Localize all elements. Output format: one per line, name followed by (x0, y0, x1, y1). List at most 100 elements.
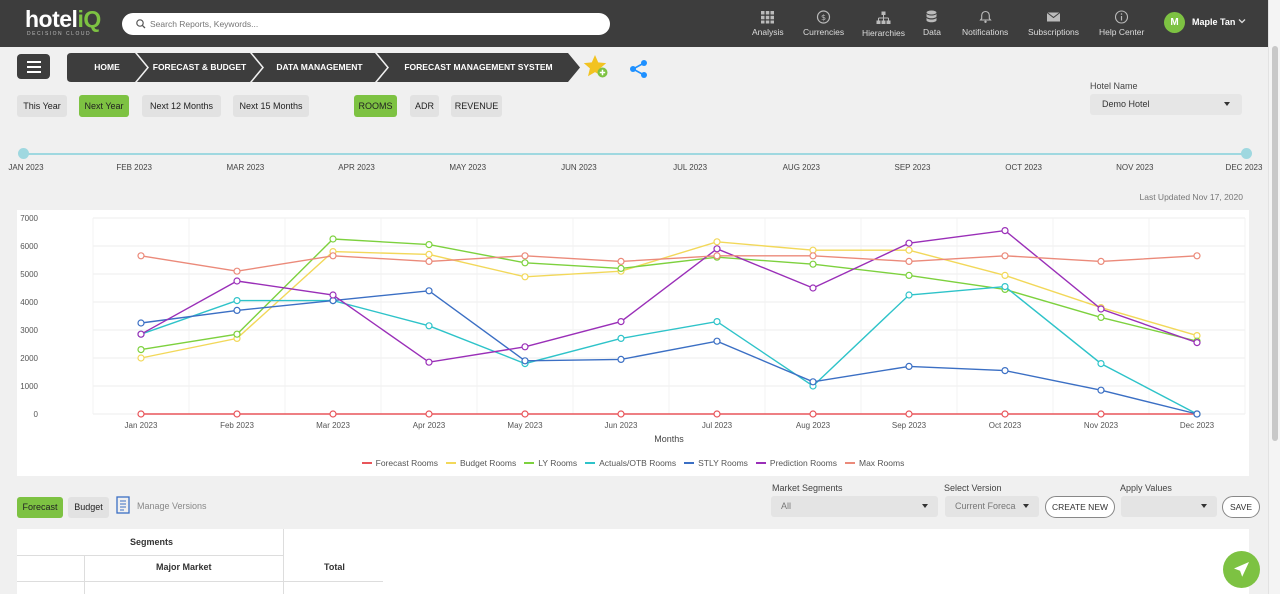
legend-item[interactable]: Max Rooms (845, 456, 904, 470)
timeline-month-label[interactable]: APR 2023 (338, 163, 375, 172)
legend-item[interactable]: Actuals/OTB Rooms (585, 456, 676, 470)
month-range-slider[interactable]: JAN 2023 FEB 2023 MAR 2023 APR 2023 MAY 2023… (0, 140, 1268, 180)
user-name[interactable]: Maple Tan (1192, 17, 1236, 27)
period-next-15-months-button[interactable]: Next 15 Months (233, 95, 309, 117)
nav-notifications[interactable]: Notifications (962, 10, 1008, 40)
timeline-month-label[interactable]: JUN 2023 (561, 163, 597, 172)
data-point (137, 410, 145, 418)
y-tick-label: 1000 (20, 382, 38, 391)
nav-help-center[interactable]: Help Center (1099, 10, 1144, 40)
hoteliq-logo[interactable]: hoteliQ (25, 6, 101, 32)
timeline-month-label[interactable]: AUG 2023 (782, 163, 820, 172)
data-point (233, 306, 241, 315)
data-point (905, 410, 913, 418)
total-header: Total (324, 562, 345, 572)
data-point (137, 252, 145, 260)
data-point (1001, 252, 1009, 260)
data-point (521, 410, 529, 418)
x-tick-label: Jan 2023 (125, 421, 158, 430)
chevron-down-icon[interactable] (1237, 16, 1247, 26)
legend-label: Budget Rooms (460, 458, 517, 468)
period-next-year-button[interactable]: Next Year (79, 95, 129, 117)
y-tick-label: 5000 (20, 270, 38, 279)
breadcrumb-forecast-management-system[interactable]: FORECAST MANAGEMENT SYSTEM (377, 53, 580, 82)
data-point (233, 330, 241, 338)
feedback-fab-button[interactable] (1223, 551, 1260, 588)
data-point (329, 291, 337, 299)
timeline-month-label[interactable]: DEC 2023 (1225, 163, 1263, 172)
breadcrumb-home[interactable]: HOME (67, 53, 147, 82)
metric-revenue-button[interactable]: REVENUE (451, 95, 502, 117)
legend-label: LY Rooms (538, 458, 578, 468)
nav-data[interactable]: Data (923, 10, 941, 40)
apply-values-select[interactable] (1121, 496, 1217, 517)
data-point (1001, 410, 1009, 418)
timeline-month-label[interactable]: FEB 2023 (116, 163, 152, 172)
scrollbar-thumb[interactable] (1272, 46, 1278, 441)
slider-end-handle[interactable] (1241, 148, 1252, 159)
budget-tab-button[interactable]: Budget (68, 497, 109, 518)
data-point (713, 252, 721, 260)
series-line (140, 241, 1198, 359)
timeline-month-label[interactable]: MAR 2023 (226, 163, 265, 172)
select-version-label: Select Version (944, 483, 1002, 493)
create-new-button[interactable]: CREATE NEW (1045, 496, 1115, 518)
slider-start-handle[interactable] (18, 148, 29, 159)
save-button[interactable]: SAVE (1222, 496, 1260, 518)
breadcrumb-data-management[interactable]: DATA MANAGEMENT (252, 53, 387, 82)
timeline-month-label[interactable]: NOV 2023 (1116, 163, 1154, 172)
metric-rooms-button[interactable]: ROOMS (354, 95, 397, 117)
dropdown-caret-icon (922, 504, 928, 508)
segments-header: Segments (130, 537, 174, 547)
rooms-line-chart: 0 1000 2000 3000 4000 5000 6000 7000 Jan 2023 Feb… (17, 210, 1249, 476)
logo-tagline: DECISION CLOUD (27, 31, 92, 37)
data-point (713, 337, 721, 345)
market-segments-select[interactable]: All (771, 496, 938, 517)
breadcrumb-shape (377, 53, 580, 82)
share-icon[interactable] (628, 58, 650, 80)
timeline-month-label[interactable]: SEP 2023 (894, 163, 931, 172)
period-next-12-months-button[interactable]: Next 12 Months (142, 95, 221, 117)
legend-item[interactable]: Forecast Rooms (361, 456, 438, 470)
x-tick-label: Oct 2023 (989, 421, 1022, 430)
hotel-name-select[interactable]: Demo Hotel (1090, 94, 1242, 115)
nav-subscriptions[interactable]: Subscriptions (1028, 10, 1079, 40)
data-point (233, 410, 241, 418)
hamburger-menu-button[interactable] (17, 54, 50, 79)
page-scrollbar[interactable] (1268, 0, 1280, 594)
data-point (329, 252, 337, 260)
legend-item[interactable]: LY Rooms (524, 456, 577, 470)
data-point (1001, 367, 1009, 375)
legend-item[interactable]: Budget Rooms (446, 456, 516, 470)
manage-versions-icon[interactable] (115, 496, 131, 515)
nav-currencies[interactable]: $ Currencies (803, 10, 844, 40)
data-point (1193, 252, 1201, 260)
data-point (1193, 410, 1201, 418)
data-point (329, 235, 337, 243)
timeline-month-label[interactable]: JUL 2023 (673, 163, 708, 172)
data-point (521, 357, 529, 365)
data-point (425, 322, 433, 330)
user-avatar[interactable]: M (1164, 12, 1185, 33)
forecast-tab-button[interactable]: Forecast (17, 497, 63, 518)
nav-hierarchies[interactable]: Hierarchies (862, 11, 905, 41)
dropdown-caret-icon (1224, 102, 1230, 106)
metric-adr-button[interactable]: ADR (410, 95, 439, 117)
manage-versions-link[interactable]: Manage Versions (137, 501, 207, 511)
legend-item[interactable]: Prediction Rooms (755, 456, 837, 470)
grid-divider (17, 555, 283, 556)
favorite-add-star-icon[interactable] (582, 53, 612, 83)
period-this-year-button[interactable]: This Year (17, 95, 67, 117)
timeline-month-label[interactable]: JAN 2023 (8, 163, 44, 172)
legend-item[interactable]: STLY Rooms (684, 456, 748, 470)
bell-icon (979, 10, 992, 23)
timeline-month-label[interactable]: MAY 2023 (449, 163, 487, 172)
nav-analysis[interactable]: Analysis (752, 10, 784, 40)
timeline-month-label[interactable]: OCT 2023 (1005, 163, 1043, 172)
breadcrumb-forecast-budget[interactable]: FORECAST & BUDGET (137, 53, 262, 82)
hamburger-line (27, 66, 41, 68)
data-point (233, 277, 241, 285)
search-bar[interactable] (122, 13, 610, 35)
search-input[interactable] (150, 16, 590, 32)
select-version-select[interactable]: Current Foreca (945, 496, 1039, 517)
